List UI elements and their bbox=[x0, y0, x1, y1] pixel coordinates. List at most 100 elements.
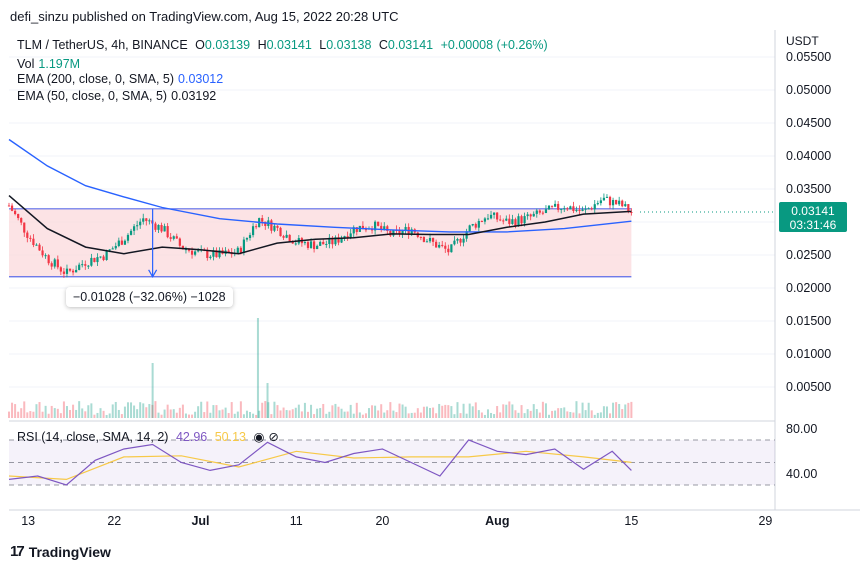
candle-body bbox=[459, 238, 462, 243]
volume-bar bbox=[605, 406, 608, 418]
volume-bar bbox=[438, 403, 441, 418]
volume-bar bbox=[102, 410, 105, 418]
candle-body bbox=[142, 218, 145, 222]
volume-bar bbox=[334, 403, 337, 418]
open-label: O bbox=[195, 38, 205, 52]
candle-body bbox=[535, 210, 538, 214]
candle-body bbox=[471, 223, 474, 226]
candle-body bbox=[563, 208, 566, 210]
volume-bar bbox=[178, 407, 181, 418]
candle-body bbox=[425, 241, 429, 243]
price-tick-label: 0.03500 bbox=[786, 182, 831, 196]
volume-bar bbox=[383, 412, 386, 418]
volume-bar bbox=[181, 404, 184, 418]
last-price-value: 0.03141 bbox=[791, 204, 835, 218]
candle-body bbox=[93, 257, 96, 263]
volume-bar bbox=[548, 414, 551, 418]
tradingview-logo[interactable]: 17 TradingView bbox=[10, 543, 111, 560]
time-tick-label: 15 bbox=[624, 514, 638, 528]
volume-bar bbox=[355, 402, 358, 418]
volume-bar bbox=[175, 412, 178, 418]
ema50-value: 0.03192 bbox=[171, 89, 217, 103]
price-tick-label: 0.05500 bbox=[786, 50, 831, 64]
volume-bar bbox=[194, 411, 197, 418]
volume-bar bbox=[267, 402, 270, 418]
candle-body bbox=[590, 208, 593, 210]
time-tick-label: Aug bbox=[485, 514, 509, 528]
candle-body bbox=[132, 226, 136, 231]
candle-body bbox=[38, 244, 41, 251]
volume-bar bbox=[114, 401, 117, 418]
ema200-label: EMA (200, close, 0, SMA, 5) bbox=[17, 72, 175, 86]
volume-bar bbox=[297, 404, 300, 418]
candle-body bbox=[194, 251, 197, 255]
volume-bar bbox=[111, 404, 114, 418]
candle-body bbox=[68, 268, 72, 271]
volume-bar bbox=[47, 413, 50, 418]
candle-body bbox=[7, 205, 11, 207]
candle-body bbox=[502, 220, 505, 222]
candle-body bbox=[462, 238, 465, 243]
volume-bar bbox=[148, 404, 151, 418]
volume-bar bbox=[581, 402, 584, 418]
volume-bar bbox=[520, 405, 523, 418]
candle-body bbox=[312, 241, 316, 250]
volume-bar bbox=[99, 408, 102, 418]
measure-arrow bbox=[148, 208, 158, 278]
eye-icon[interactable]: ◉ bbox=[253, 430, 265, 444]
candle-body bbox=[44, 255, 47, 257]
candle-body bbox=[550, 205, 554, 207]
volume-bar bbox=[93, 414, 96, 418]
volume-legend: Vol 1.197M bbox=[17, 57, 84, 71]
volume-bar bbox=[331, 405, 334, 418]
volume-bar bbox=[352, 413, 355, 418]
hide-icon[interactable]: ⊘ bbox=[268, 430, 279, 444]
candle-body bbox=[377, 221, 380, 226]
volume-bar bbox=[358, 412, 361, 418]
candle-body bbox=[581, 209, 584, 211]
volume-bar bbox=[261, 402, 264, 418]
volume-bar bbox=[236, 411, 239, 418]
candle-body bbox=[578, 209, 581, 211]
candle-body bbox=[108, 249, 111, 251]
volume-bar bbox=[380, 404, 383, 418]
rsi-label: RSI (14, close, SMA, 14, 2) bbox=[17, 430, 169, 444]
volume-bar bbox=[197, 406, 200, 418]
candle-body bbox=[587, 208, 590, 210]
low-label: L bbox=[319, 38, 327, 52]
candle-body bbox=[251, 226, 255, 236]
volume-bar bbox=[136, 409, 139, 418]
volume-bar bbox=[468, 403, 471, 418]
volume-bar bbox=[325, 413, 328, 418]
volume-spike bbox=[266, 383, 269, 418]
volume-bar bbox=[410, 412, 413, 418]
candle-body bbox=[554, 203, 557, 207]
candle-body bbox=[322, 241, 325, 245]
volume-bar bbox=[407, 413, 410, 418]
candle-body bbox=[584, 208, 587, 210]
volume-bar bbox=[374, 405, 377, 418]
candle-body bbox=[538, 210, 541, 213]
candle-body bbox=[227, 250, 230, 253]
candle-body bbox=[541, 212, 545, 214]
volume-bar bbox=[300, 411, 303, 418]
candle-body bbox=[136, 225, 139, 227]
volume-bar bbox=[221, 409, 224, 418]
candle-body bbox=[10, 205, 14, 211]
rsi-pane bbox=[8, 439, 775, 486]
candle-body bbox=[544, 209, 548, 214]
candle-body bbox=[508, 218, 511, 224]
candle-body bbox=[386, 226, 389, 231]
candle-body bbox=[26, 232, 29, 238]
candle-body bbox=[270, 220, 273, 231]
candle-body bbox=[59, 267, 62, 272]
volume-bar bbox=[75, 409, 78, 418]
candle-body bbox=[483, 218, 487, 222]
ema50-legend: EMA (50, close, 0, SMA, 5) 0.03192 bbox=[17, 89, 220, 103]
candle-body bbox=[566, 208, 569, 210]
volume-bar bbox=[169, 409, 172, 418]
volume-bar bbox=[206, 401, 209, 418]
candle-body bbox=[389, 230, 392, 236]
